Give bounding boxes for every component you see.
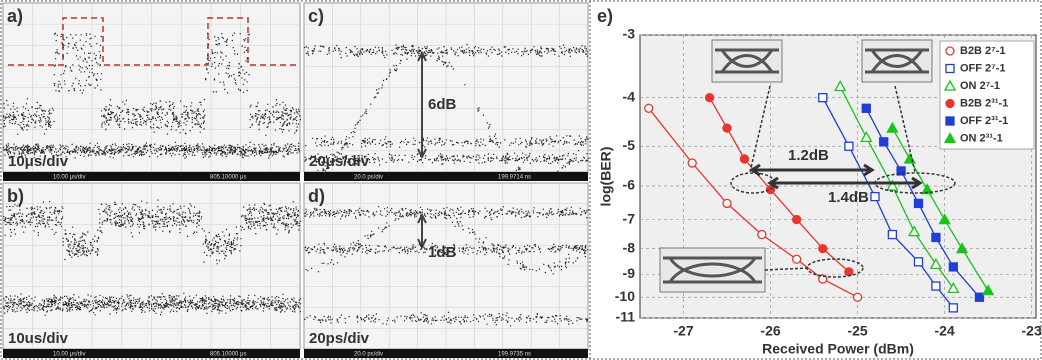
- status-bar: [304, 172, 588, 181]
- data-point: [645, 104, 653, 112]
- data-point: [932, 233, 940, 241]
- x-tick-label: -27: [673, 323, 693, 339]
- data-point: [862, 104, 870, 112]
- status-bar: [3, 172, 300, 181]
- y-axis-label: log(BER): [598, 147, 614, 207]
- y-tick-label: -5: [623, 137, 636, 153]
- time-scale: 10us/div: [8, 330, 69, 347]
- status-text: 10.00 μs/div: [53, 175, 85, 181]
- data-point: [871, 193, 879, 201]
- status-bar: [304, 349, 588, 358]
- x-tick-label: -25: [847, 323, 867, 339]
- data-point: [915, 199, 923, 207]
- status-text: 805.10000 μs: [210, 352, 247, 358]
- y-tick-label: -10: [615, 288, 635, 304]
- x-tick-label: -23: [1022, 323, 1042, 339]
- data-point: [975, 293, 983, 301]
- legend-label: ON 2⁷-1: [960, 80, 1000, 92]
- annotation: 1.2dB: [788, 147, 829, 164]
- time-scale: 10μs/div: [8, 153, 69, 170]
- status-text: 199.9735 ns: [498, 352, 531, 358]
- figure: 10.00 μs/div 805.10000 μs a) 10μs/div 6dB 20.…: [0, 0, 1042, 360]
- data-point: [949, 263, 957, 271]
- data-point: [740, 155, 748, 163]
- x-tick-label: -26: [760, 323, 780, 339]
- panel-label: c): [308, 6, 324, 26]
- legend-label: B2B 2⁷-1: [960, 45, 1006, 57]
- data-point: [946, 47, 954, 55]
- data-point: [932, 282, 940, 290]
- x-tick-label: -24: [934, 323, 954, 339]
- data-point: [758, 231, 766, 239]
- y-tick-label: -3: [623, 26, 636, 42]
- y-tick-label: -4: [623, 88, 636, 104]
- annotation: 1.4dB: [828, 189, 869, 206]
- data-point: [819, 245, 827, 253]
- time-scale: 20ps/div: [309, 330, 370, 347]
- x-axis-label: Received Power (dBm): [762, 341, 914, 357]
- status-bar: [3, 349, 300, 358]
- data-point: [854, 293, 862, 301]
- data-point: [793, 255, 801, 263]
- data-point: [706, 94, 714, 102]
- legend-label: OFF 2³¹-1: [960, 115, 1008, 127]
- data-point: [688, 159, 696, 167]
- panel-label: b): [7, 186, 24, 206]
- eye-inset: [712, 40, 782, 82]
- time-scale: 20μs/div: [309, 153, 370, 170]
- status-text: 10.00 μs/div: [53, 352, 85, 358]
- status-text: 20.0 ps/div: [354, 352, 383, 358]
- data-point: [915, 258, 923, 266]
- status-text: 199.9714 ns: [498, 175, 531, 181]
- data-point: [845, 268, 853, 276]
- data-point: [946, 65, 954, 73]
- y-tick-label: -9: [623, 265, 636, 281]
- data-point: [723, 124, 731, 132]
- legend-label: B2B 2³¹-1: [960, 97, 1008, 109]
- panel-label: e): [597, 6, 613, 26]
- panel-label: d): [308, 186, 325, 206]
- y-tick-label: -6: [623, 177, 636, 193]
- panel-label: a): [7, 6, 23, 26]
- y-tick-label: -11: [616, 309, 636, 325]
- legend-label: ON 2³¹-1: [960, 132, 1003, 144]
- legend-label: OFF 2⁷-1: [960, 62, 1006, 74]
- data-point: [946, 100, 954, 108]
- data-point: [949, 304, 957, 312]
- status-text: 20.0 ps/div: [354, 175, 383, 181]
- data-point: [793, 216, 801, 224]
- data-point: [845, 142, 853, 150]
- level-annotation: 6dB: [428, 96, 457, 113]
- eye-inset: [660, 248, 765, 292]
- status-text: 805.10000 μs: [210, 175, 247, 181]
- y-tick-label: -7: [623, 210, 636, 226]
- data-point: [819, 94, 827, 102]
- data-point: [888, 231, 896, 239]
- eye-inset: [862, 40, 932, 82]
- y-tick-label: -8: [623, 239, 636, 255]
- data-point: [880, 138, 888, 146]
- data-point: [946, 117, 954, 125]
- data-point: [723, 199, 731, 207]
